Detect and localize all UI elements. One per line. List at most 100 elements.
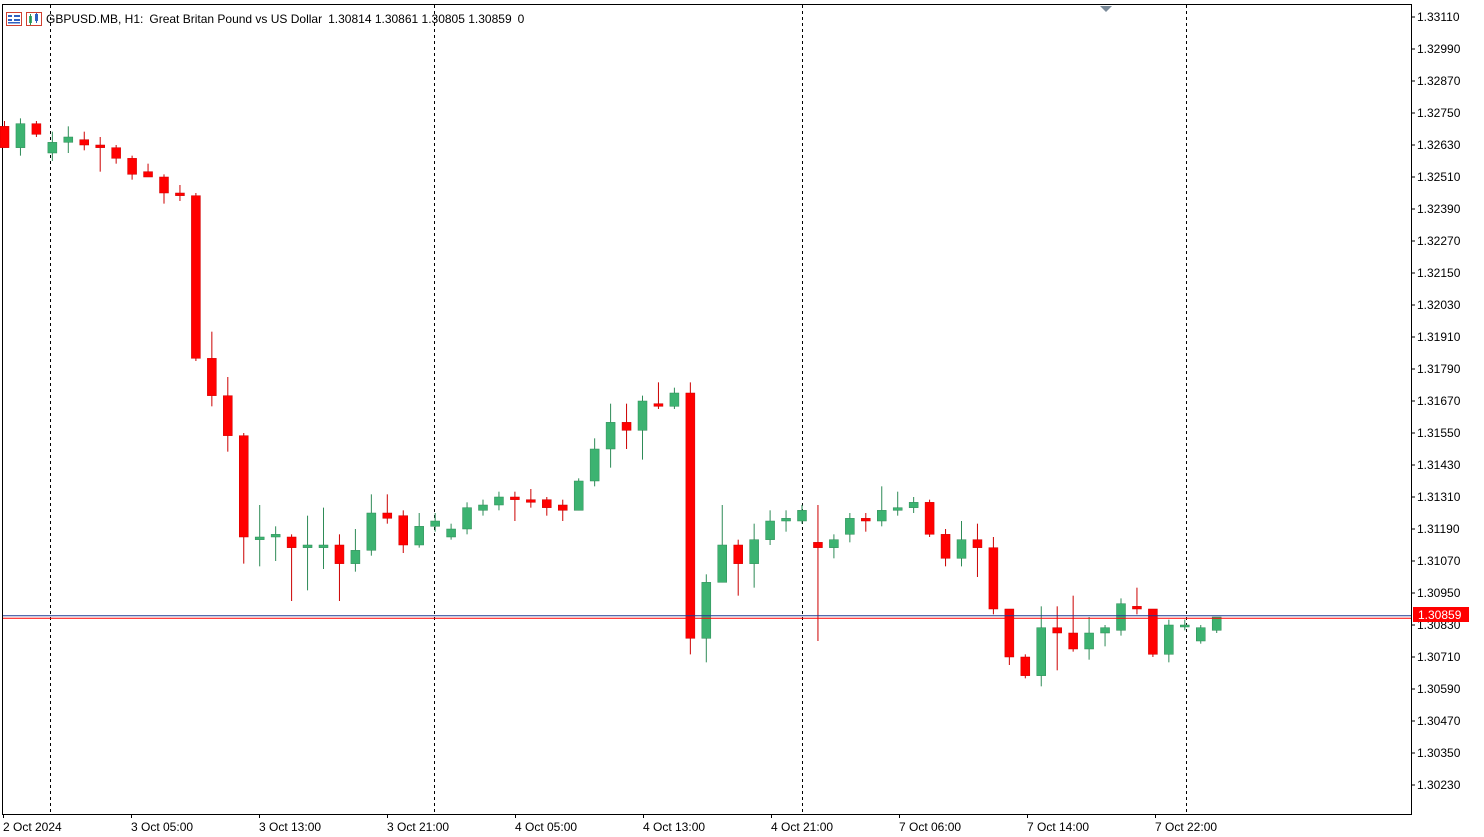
candle-body-bear	[1004, 608, 1015, 658]
chart-list-icon[interactable]	[6, 12, 22, 26]
candle-body-bear	[972, 539, 983, 548]
candle-body-bull	[829, 539, 839, 548]
candle-body-bear	[558, 504, 568, 511]
candle-body-bear	[31, 123, 42, 135]
current-price-label: 1.30859	[1418, 608, 1462, 622]
y-tick-label: 1.32270	[1417, 234, 1461, 248]
symbol-label: GBPUSD.MB, H1:	[46, 12, 144, 26]
candle	[31, 121, 42, 137]
candle-body-bear	[223, 395, 233, 436]
candle-body-bear	[79, 139, 89, 146]
candle	[223, 377, 233, 452]
chart-properties-icon[interactable]	[26, 12, 42, 26]
candle	[478, 499, 488, 516]
candle	[111, 145, 121, 164]
y-tick-label: 1.31190	[1417, 522, 1460, 536]
current-price-label-bg	[1413, 607, 1469, 622]
candle	[15, 118, 26, 156]
candle	[956, 521, 967, 567]
candle	[302, 515, 313, 591]
candle	[892, 491, 903, 516]
y-tick-label: 1.30350	[1417, 746, 1461, 760]
y-tick-label: 1.32390	[1417, 202, 1461, 216]
x-tick-label: 7 Oct 06:00	[899, 820, 961, 834]
candle	[239, 433, 249, 564]
time-axis[interactable]: 2 Oct 2024 3 Oct 05:00 3 Oct 13:00 3 Oct 21…	[3, 814, 1217, 834]
candle-body-bear	[653, 403, 664, 407]
candle	[526, 489, 536, 508]
candle	[191, 193, 201, 361]
x-tick-label: 4 Oct 05:00	[515, 820, 577, 834]
candle-body-bull	[414, 526, 424, 546]
candle-body-bull	[749, 539, 759, 564]
y-tick-label: 1.30950	[1417, 586, 1461, 600]
candle-body-bull	[1084, 632, 1094, 650]
candle	[127, 155, 137, 180]
candle	[877, 486, 887, 527]
ohlc-values: 1.30814 1.30861 1.30805 1.30859	[328, 12, 512, 26]
candle-body-bear	[95, 144, 105, 148]
candle	[558, 499, 568, 521]
candle-body-bull	[845, 518, 855, 535]
current-price-lines	[3, 615, 1411, 619]
candle	[589, 438, 600, 487]
candle-body-bear	[286, 536, 297, 548]
y-tick-label: 1.31430	[1417, 458, 1461, 472]
candle	[908, 497, 919, 513]
candle-body-bear	[0, 126, 10, 148]
y-tick-label: 1.30590	[1417, 682, 1461, 696]
candle-body-bear	[175, 192, 185, 196]
candle	[270, 526, 281, 561]
y-tick-label: 1.32750	[1417, 106, 1461, 120]
plot-area[interactable]	[2, 4, 1412, 815]
candle-body-bull	[47, 142, 58, 154]
candle	[1036, 606, 1046, 687]
y-tick-label: 1.30230	[1417, 778, 1461, 792]
candle-body-bear	[191, 195, 201, 359]
candle	[797, 505, 807, 524]
candle-body-bear	[1132, 606, 1142, 610]
y-tick-label: 1.32030	[1417, 298, 1461, 312]
candle-body-bull	[1211, 616, 1222, 631]
y-tick-label: 1.32630	[1417, 138, 1461, 152]
candle-body-bull	[494, 496, 504, 506]
candles	[0, 118, 1222, 687]
candle	[159, 174, 169, 204]
candle	[669, 387, 680, 409]
candle	[1211, 616, 1222, 633]
candle-body-bull	[605, 422, 616, 450]
chart-shift-marker-icon[interactable]	[1100, 6, 1112, 12]
candle	[924, 499, 935, 537]
candle	[398, 510, 408, 553]
candle	[318, 507, 329, 569]
candle-body-bear	[159, 176, 169, 194]
candle	[286, 534, 297, 601]
candle	[621, 403, 632, 449]
symbol-description: Great Britan Pound vs US Dollar	[149, 12, 323, 26]
x-tick-label: 4 Oct 13:00	[643, 820, 705, 834]
candle-body-bear	[1148, 608, 1158, 655]
candle	[1084, 617, 1094, 660]
candle-body-bear	[542, 499, 552, 508]
candle	[781, 510, 791, 532]
candle-body-bear	[143, 171, 153, 178]
candle-body-bear	[111, 147, 121, 159]
candle-body-bear	[988, 547, 999, 610]
candle-body-bull	[717, 544, 727, 583]
candle	[63, 126, 74, 153]
y-tick-label: 1.32870	[1417, 74, 1461, 88]
candle-body-bull	[1196, 627, 1206, 642]
price-axis[interactable]: 1.33110 1.32990 1.32870 1.32750 1.32630 1.325…	[1411, 10, 1461, 792]
candle	[733, 539, 743, 596]
candle-body-bull	[781, 518, 791, 522]
candle	[637, 395, 648, 460]
y-tick-label: 1.33110	[1417, 10, 1460, 24]
candle	[350, 529, 361, 572]
y-tick-label: 1.30470	[1417, 714, 1461, 728]
candle	[717, 505, 727, 583]
candle	[334, 534, 345, 601]
candle-body-bull	[318, 544, 329, 548]
candle-body-bear	[940, 534, 951, 559]
candle	[47, 131, 58, 161]
